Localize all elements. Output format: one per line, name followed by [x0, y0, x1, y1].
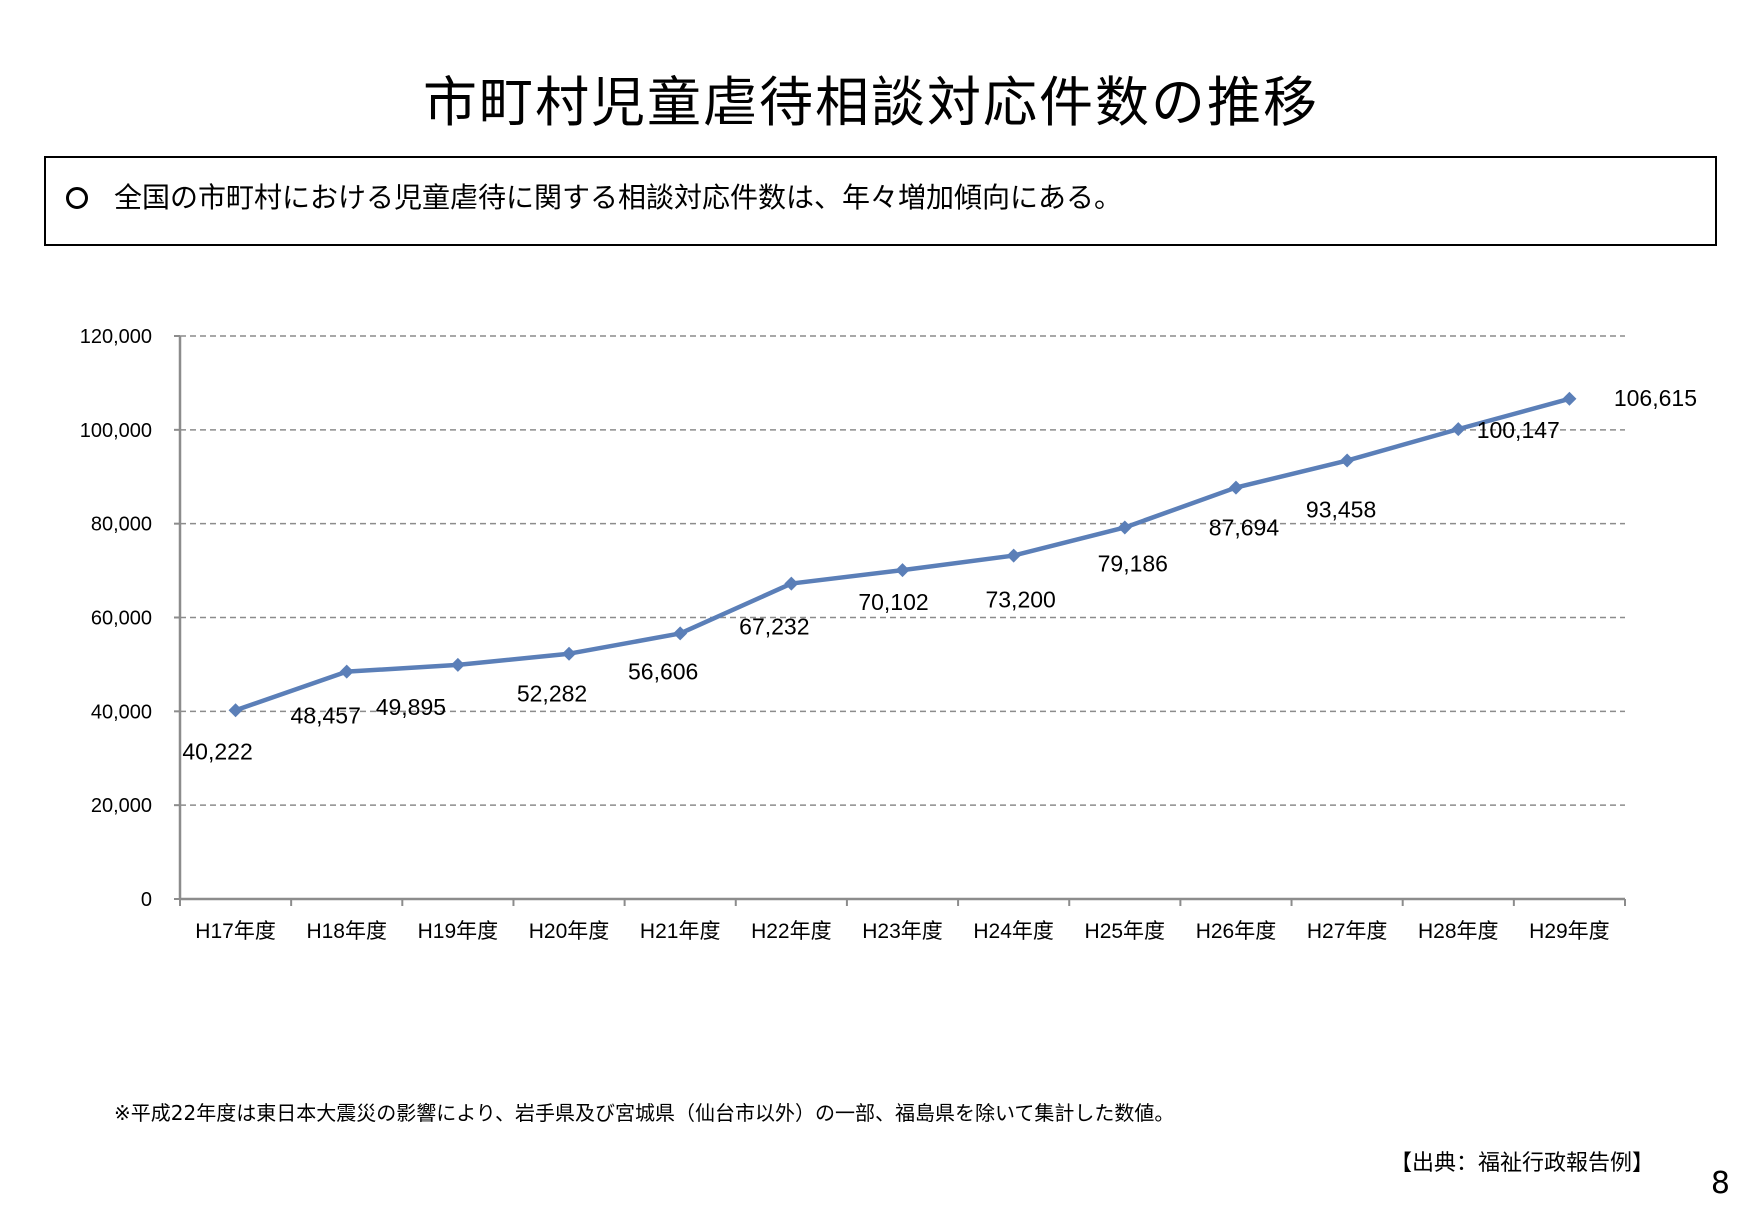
data-label: 48,457: [291, 703, 361, 729]
data-label: 67,232: [739, 614, 809, 640]
source-citation: 【出典：福祉行政報告例】: [1389, 1151, 1654, 1176]
y-tick-label: 120,000: [80, 326, 152, 348]
data-label: 40,222: [182, 738, 252, 764]
page-number: 8: [1710, 1166, 1730, 1201]
y-axis: [174, 335, 182, 900]
x-tick-label: H21年度: [640, 920, 721, 943]
data-label: 52,282: [517, 681, 587, 707]
data-label: 100,147: [1477, 417, 1560, 443]
y-tick-label: 0: [141, 889, 152, 911]
summary-text: 全国の市町村における児童虐待に関する相談対応件数は、年々増加傾向にある。: [114, 181, 1123, 214]
y-tick-labels: 0 20,000 40,000 60,000 80,000 100,000 120,000: [80, 326, 152, 911]
markers: [228, 391, 1577, 718]
data-point-marker: [1562, 391, 1577, 406]
data-labels: 40,222 48,457 49,895 52,282 56,606 67,232 70,1…: [182, 385, 1697, 764]
x-tick-label: H27年度: [1307, 920, 1388, 943]
x-tick-label: H18年度: [306, 920, 387, 943]
data-point-marker: [1006, 548, 1021, 563]
x-tick-label: H24年度: [973, 920, 1054, 943]
data-label: 56,606: [628, 658, 698, 684]
data-point-marker: [673, 626, 688, 641]
data-point-marker: [895, 563, 910, 578]
y-tick-label: 20,000: [91, 795, 152, 817]
data-point-marker: [1340, 453, 1355, 468]
circle-bullet-icon: [66, 187, 88, 209]
data-label: 87,694: [1209, 515, 1280, 541]
data-point-marker: [1228, 480, 1243, 495]
y-tick-label: 60,000: [91, 608, 152, 630]
x-tick-label: H28年度: [1418, 920, 1499, 943]
data-label: 79,186: [1098, 550, 1168, 576]
line-chart: 020,00040,00060,00080,000100,000120,000 …: [80, 326, 1697, 943]
x-tick-label: H26年度: [1196, 920, 1277, 943]
x-tick-label: H25年度: [1085, 920, 1166, 943]
data-label: 73,200: [985, 587, 1055, 613]
data-point-marker: [784, 576, 799, 591]
series-line-group: [234, 396, 1571, 713]
y-tick-label: 40,000: [91, 701, 152, 723]
data-point-marker: [228, 703, 243, 718]
x-tick-label: H29年度: [1529, 920, 1610, 943]
x-tick-label: H20年度: [529, 920, 610, 943]
data-label: 93,458: [1306, 497, 1376, 523]
data-point-marker: [339, 664, 354, 679]
page-title: 市町村児童虐待相談対応件数の推移: [423, 71, 1319, 134]
x-tick-label: H17年度: [195, 920, 276, 943]
x-tick-label: H19年度: [418, 920, 499, 943]
x-tick-labels: H17年度 H18年度 H19年度 H20年度 H21年度 H22年度 H23年度 H24年度…: [195, 920, 1609, 943]
data-label: 49,895: [376, 694, 446, 720]
summary-box: 全国の市町村における児童虐待に関する相談対応件数は、年々増加傾向にある。: [44, 156, 1717, 246]
series-line: [234, 396, 1571, 713]
y-tick-label: 100,000: [80, 420, 152, 442]
data-point-marker: [450, 657, 465, 672]
y-tick-label: 80,000: [91, 514, 152, 536]
data-label: 106,615: [1614, 385, 1697, 411]
data-point-marker: [562, 646, 577, 661]
data-label: 70,102: [858, 589, 928, 615]
data-point-marker: [1117, 520, 1132, 535]
x-tick-label: H22年度: [751, 920, 832, 943]
footnote: ※平成22年度は東日本大震災の影響により、岩手県及び宮城県（仙台市以外）の一部、…: [114, 1101, 1175, 1125]
data-point-marker: [1451, 422, 1466, 437]
x-tick-label: H23年度: [862, 920, 943, 943]
gridlines: [180, 335, 1625, 806]
x-axis: [179, 897, 1626, 906]
